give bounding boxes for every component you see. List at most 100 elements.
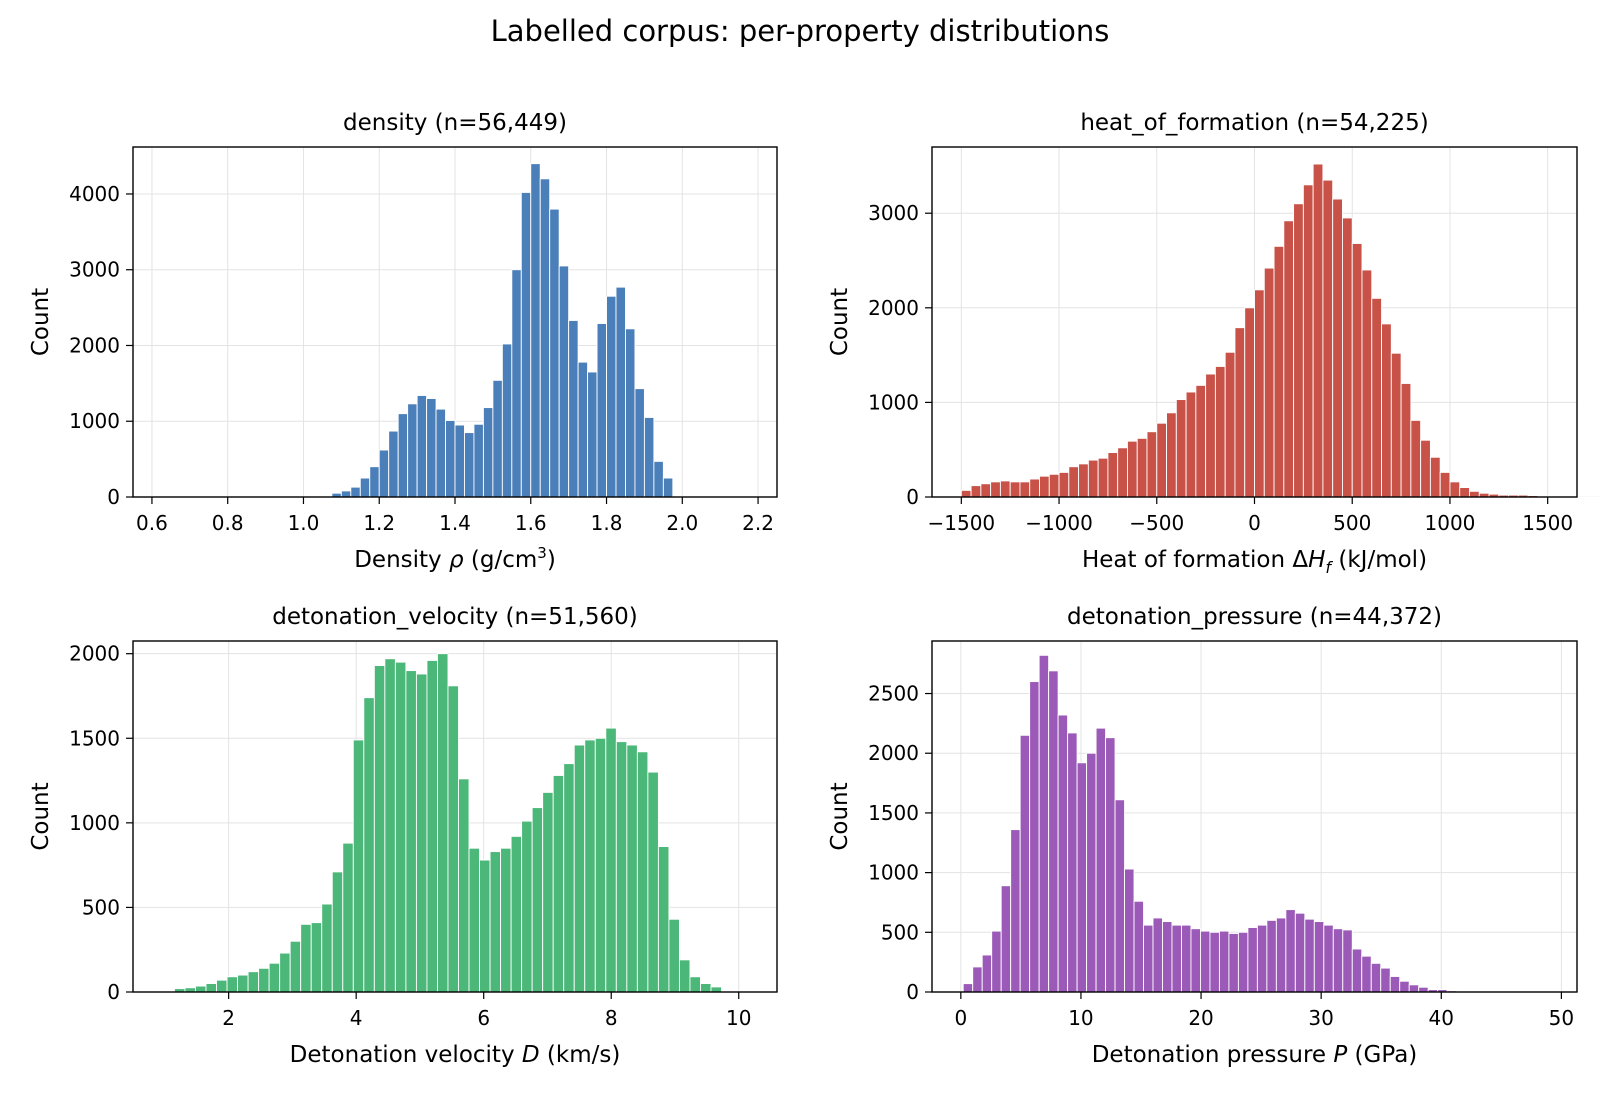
histogram-bar <box>643 417 655 498</box>
histogram-bar <box>1156 422 1167 498</box>
histogram-bar <box>1313 921 1325 993</box>
histogram-bar <box>970 485 982 498</box>
y-axis-label: Count <box>827 288 853 356</box>
axes-frame <box>931 640 1578 993</box>
panel-title: detonation_velocity (n=51,560) <box>272 604 638 630</box>
chart-panel-detonation-pressure: 0 10 20 30 40 5005001000150020002500detonatio… <box>827 604 1578 1068</box>
histogram-bar <box>1586 495 1597 498</box>
x-tick-label: 30 <box>1308 1006 1333 1030</box>
y-tick-label: 1000 <box>69 409 120 433</box>
y-tick-label: 1000 <box>868 390 919 414</box>
histogram-bar <box>1105 737 1116 993</box>
histogram-bar <box>1576 495 1588 498</box>
histogram-bar <box>300 923 312 993</box>
histogram-bar <box>1143 924 1154 993</box>
x-axis-label: Density ρ (g/cm3) <box>354 544 556 573</box>
histogram-bar <box>1166 412 1177 498</box>
histogram-bar <box>1010 829 1021 993</box>
histogram-bar <box>1038 654 1050 993</box>
histogram-bar <box>1087 459 1099 498</box>
x-tick-label: 1.6 <box>515 511 547 535</box>
histogram-bar <box>1127 440 1138 498</box>
y-tick-label: 0 <box>107 485 120 509</box>
histogram-bar <box>1312 163 1324 498</box>
histogram-bar <box>1000 885 1012 993</box>
histogram-bar <box>1342 217 1353 498</box>
histogram-bar <box>1361 955 1372 993</box>
histogram-bar <box>1048 670 1059 993</box>
histogram-bar <box>1381 323 1392 498</box>
panel-title: heat_of_formation (n=54,225) <box>1080 110 1428 136</box>
histogram-bar <box>1107 452 1119 498</box>
histogram-bar <box>662 477 674 498</box>
histogram-bar <box>1029 478 1040 498</box>
histogram-bar <box>369 466 380 498</box>
histogram-bar <box>1390 352 1402 498</box>
histogram-bar <box>226 976 239 993</box>
x-tick-label: 4 <box>350 1006 363 1030</box>
histogram-bar <box>1439 471 1451 498</box>
histogram-bar <box>1185 391 1197 498</box>
histogram-bar <box>510 835 523 993</box>
histogram-bar <box>1133 900 1144 993</box>
x-tick-label: 0.8 <box>212 511 244 535</box>
histogram-bar <box>549 208 560 498</box>
histogram-bar <box>615 286 626 498</box>
histogram-bar <box>1351 243 1363 498</box>
histogram-bar <box>407 403 418 498</box>
x-tick-label: 10 <box>1068 1006 1093 1030</box>
histogram-bar <box>558 265 570 498</box>
histogram-bar <box>1205 373 1216 498</box>
histogram-bar <box>1254 289 1265 498</box>
x-tick-label: 1000 <box>1425 511 1476 535</box>
histogram-bar <box>511 269 522 498</box>
axes-frame <box>132 640 778 993</box>
x-tick-label: 50 <box>1549 1006 1574 1030</box>
histogram-bar <box>1371 297 1382 498</box>
histogram-bar <box>1124 868 1135 993</box>
histogram-bar <box>981 954 993 993</box>
histogram-bar <box>1294 912 1306 993</box>
histogram-bar <box>594 737 607 993</box>
chart-panel-density: 0.6 0.8 1.0 1.2 1.4 1.6 1.8 2.0 2.2 0 1000 2000 3000… <box>28 110 778 573</box>
histogram-bar <box>552 775 565 993</box>
histogram-bar <box>1304 918 1315 993</box>
histogram-bar <box>1152 917 1163 993</box>
histogram-bar <box>437 653 449 993</box>
histogram-bar <box>1048 473 1060 498</box>
histogram-bar <box>962 983 974 993</box>
histogram-bar <box>1266 919 1277 993</box>
histogram-bar <box>1323 924 1334 993</box>
histogram-bar <box>468 847 480 993</box>
histogram-bar <box>1009 481 1021 498</box>
histogram-bar <box>1095 727 1107 993</box>
histogram-bar <box>426 398 437 498</box>
histogram-bar <box>363 697 375 993</box>
histogram-bar <box>1019 481 1031 498</box>
histogram-bar <box>710 986 722 993</box>
histogram-bar <box>972 966 983 993</box>
histogram-bar <box>350 486 361 498</box>
histogram-bar <box>289 940 302 993</box>
histogram-bar <box>626 744 638 993</box>
histogram-bar <box>657 846 670 993</box>
histogram-bar <box>1195 384 1207 498</box>
histogram-bar <box>634 388 645 498</box>
histogram-bar <box>464 432 475 498</box>
x-tick-label: 1.2 <box>363 511 395 535</box>
histogram-bar <box>1078 463 1089 498</box>
histogram-bar <box>1332 198 1343 498</box>
histogram-bar <box>1273 245 1285 498</box>
histogram-bar <box>960 489 972 498</box>
histogram-bar <box>216 979 228 993</box>
histogram-bar <box>482 407 494 498</box>
y-tick-label: 2000 <box>69 333 120 357</box>
chart-panel-heat-of-formation: −1500 −1000 −500 0 500 1000 1500 0 1000 2000 3000 h… <box>827 110 1600 577</box>
histogram-bar <box>394 661 407 993</box>
y-tick-label: 0 <box>107 980 120 1004</box>
histogram-bar <box>258 967 270 993</box>
histogram-bar <box>279 952 291 993</box>
histogram-bar <box>1275 917 1287 993</box>
histogram-bar <box>1596 495 1600 498</box>
